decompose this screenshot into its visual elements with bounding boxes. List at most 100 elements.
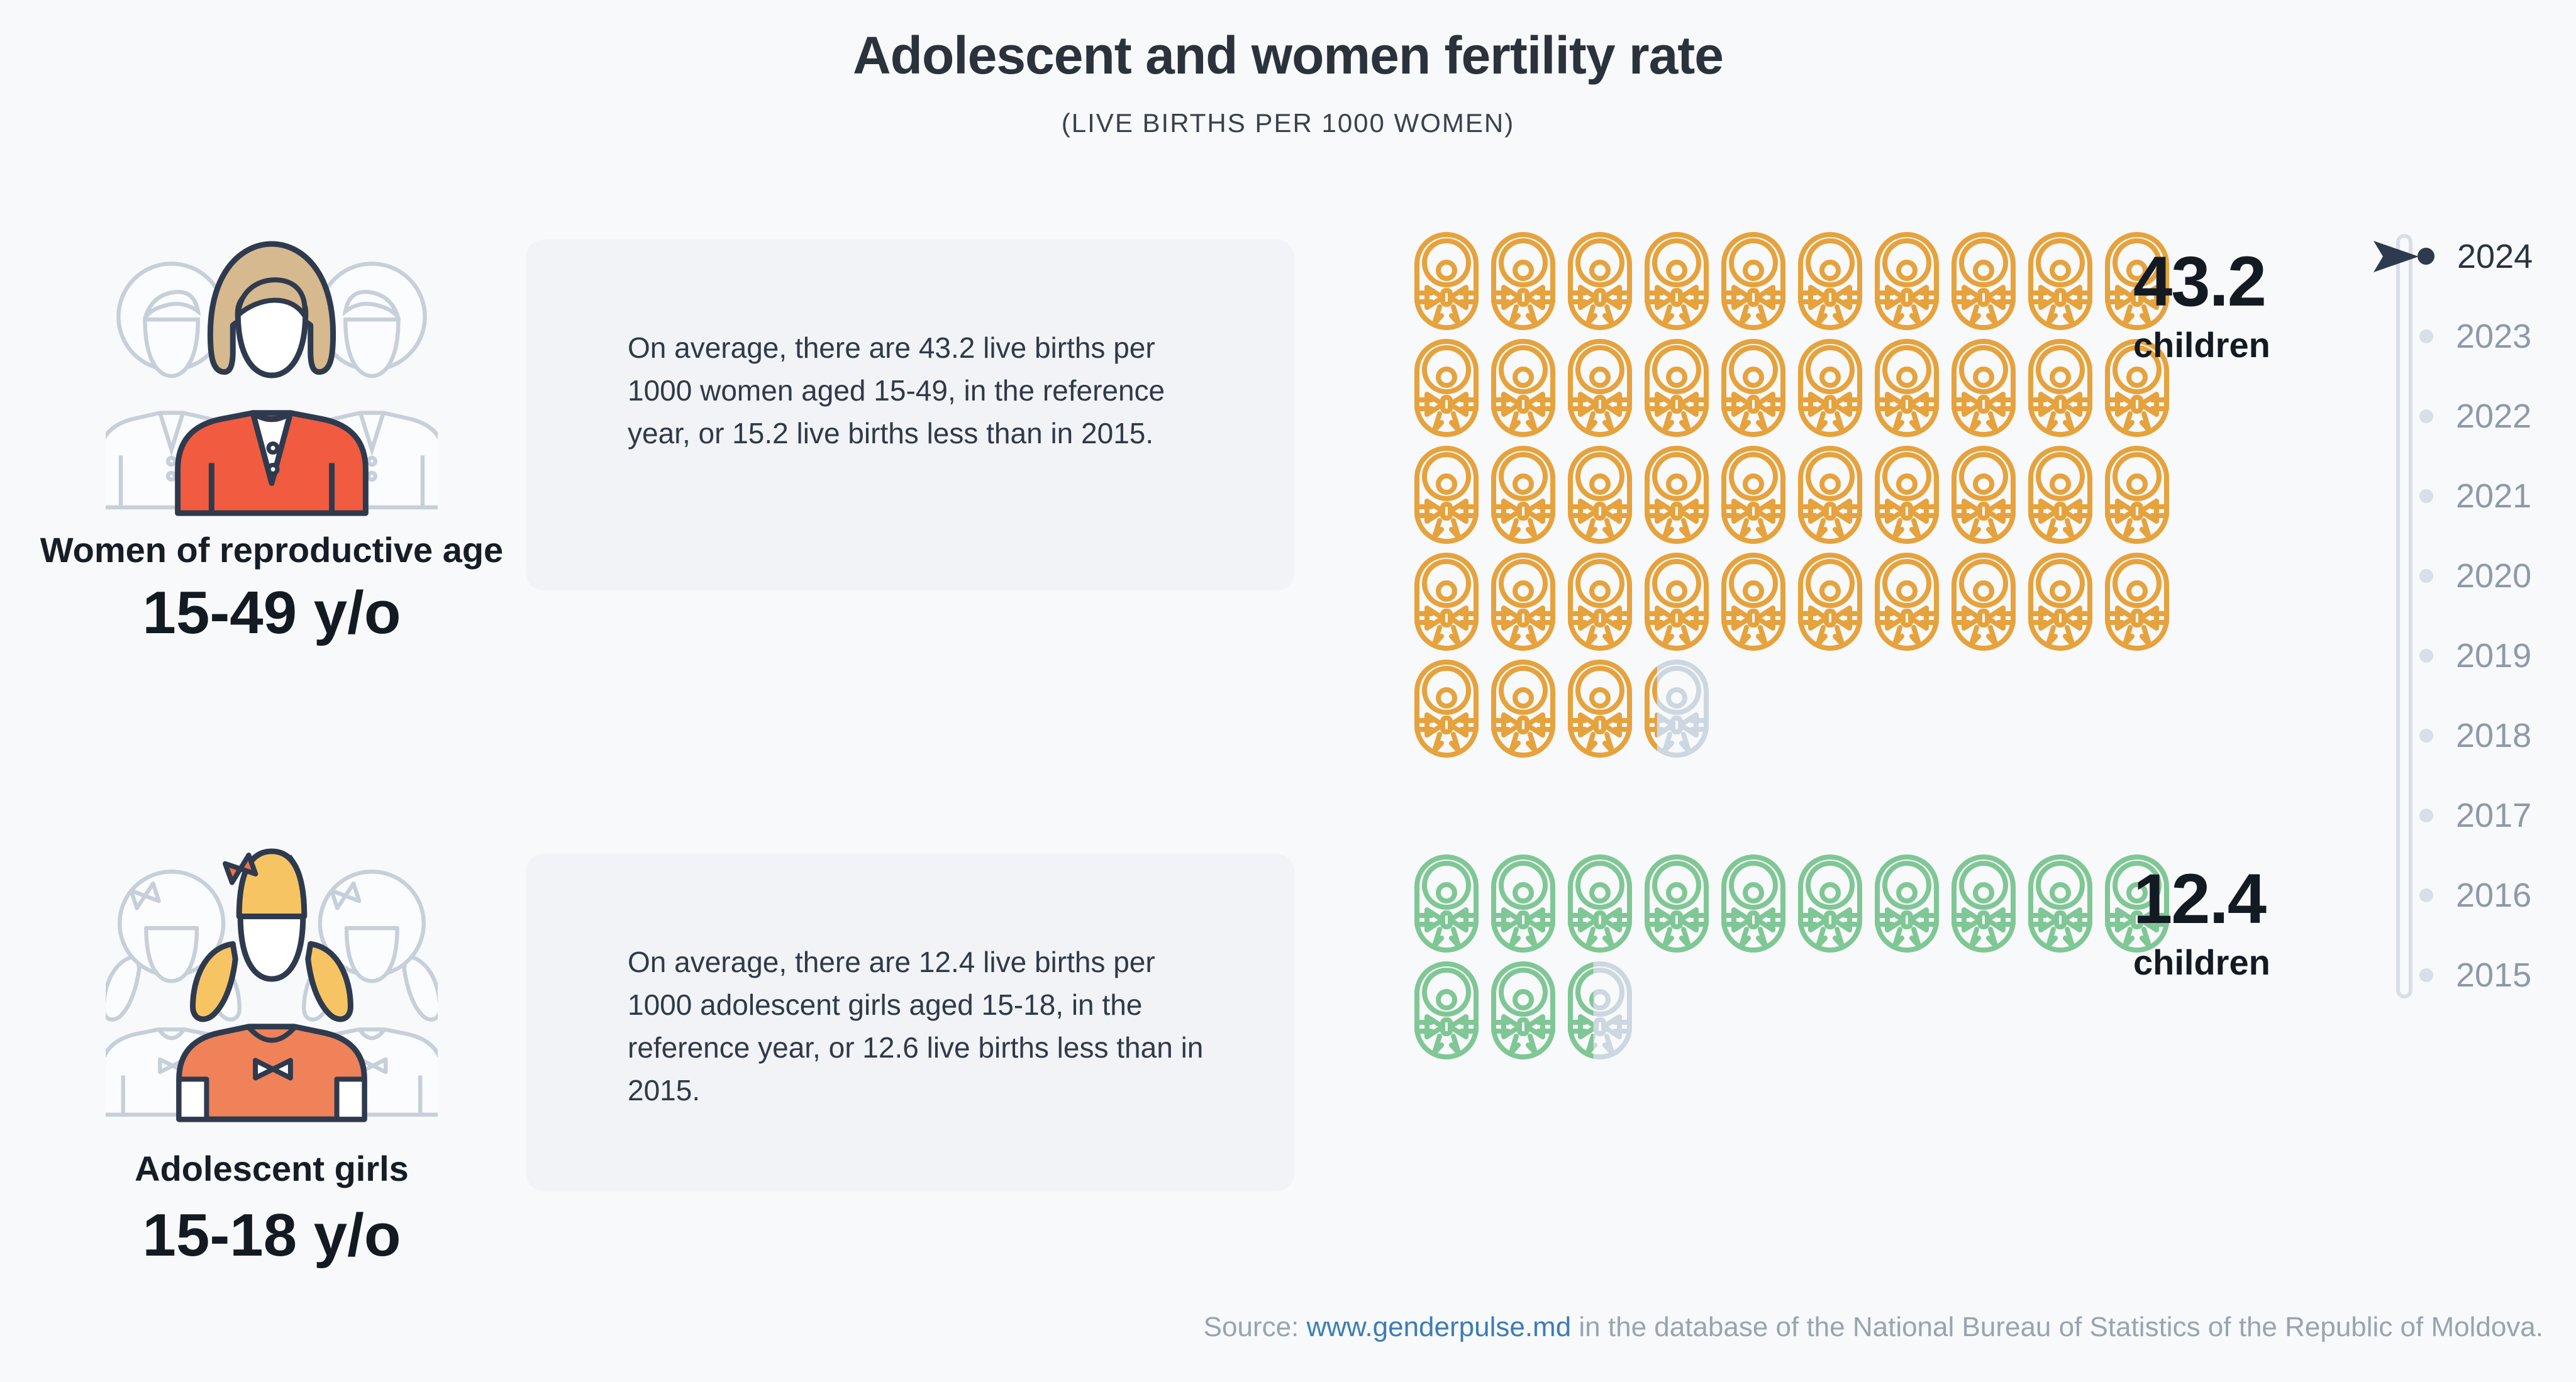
timeline-year-2021[interactable]: 2021 — [2365, 456, 2572, 536]
baby-icon — [1644, 854, 1709, 953]
baby-icon — [1491, 338, 1556, 438]
baby-icon — [1491, 961, 1556, 1060]
pictogram-women — [1414, 231, 2170, 758]
timeline-dot — [2419, 648, 2433, 663]
girls-value: 12.4 children — [2133, 864, 2270, 983]
baby-icon — [1414, 961, 1479, 1060]
baby-icon — [1797, 338, 1863, 438]
baby-icon — [1491, 445, 1556, 545]
baby-icon — [1567, 338, 1633, 438]
baby-icon — [1721, 552, 1786, 651]
baby-icon — [2104, 445, 2170, 545]
baby-icon — [1567, 659, 1633, 758]
timeline-year-2016[interactable]: 2016 — [2365, 855, 2572, 935]
baby-icon — [2028, 338, 2093, 438]
timeline: 2024 2023 2022 2021 2020 2019 2018 2017 2016 2015 — [2365, 216, 2572, 1015]
baby-icon — [2028, 231, 2093, 331]
timeline-dot — [2419, 568, 2433, 583]
baby-icon — [1951, 445, 2016, 545]
timeline-dot — [2419, 808, 2433, 822]
baby-icon — [1874, 231, 1940, 331]
timeline-year-2023[interactable]: 2023 — [2365, 296, 2572, 376]
baby-icon — [1491, 552, 1556, 651]
women-value-unit: children — [2133, 325, 2270, 365]
girls-group-label: Adolescent girls — [135, 1149, 409, 1188]
baby-icon — [1491, 659, 1556, 758]
baby-icon — [1414, 552, 1479, 651]
women-value-number: 43.2 — [2133, 242, 2267, 321]
page-subtitle: (LIVE BIRTHS PER 1000 WOMEN) — [1061, 108, 1515, 138]
baby-icon — [1797, 854, 1863, 953]
baby-icon — [2028, 445, 2093, 545]
source-suffix: in the database of the National Bureau o… — [1571, 1312, 2543, 1342]
baby-icon — [1951, 552, 2016, 651]
baby-icon — [1567, 961, 1633, 1060]
timeline-year-2018[interactable]: 2018 — [2365, 695, 2572, 775]
baby-icon — [1951, 231, 2016, 331]
timeline-year-2015[interactable]: 2015 — [2365, 935, 2572, 1015]
baby-icon — [1644, 445, 1709, 545]
timeline-year-label: 2022 — [2456, 397, 2532, 435]
baby-icon — [1414, 854, 1479, 953]
timeline-year-label: 2019 — [2456, 636, 2532, 675]
girls-group-illustration — [106, 848, 438, 1122]
timeline-year-label: 2015 — [2456, 956, 2532, 994]
timeline-year-2017[interactable]: 2017 — [2365, 775, 2572, 855]
baby-icon — [1721, 854, 1786, 953]
timeline-dot — [2419, 968, 2433, 982]
timeline-year-2019[interactable]: 2019 — [2365, 616, 2572, 695]
baby-icon — [1567, 445, 1633, 545]
timeline-year-label: 2016 — [2456, 876, 2532, 914]
baby-icon — [1644, 659, 1709, 758]
baby-icon — [2028, 552, 2093, 651]
baby-icon — [1951, 338, 2016, 438]
source-line: Source: www.genderpulse.md in the databa… — [1204, 1312, 2543, 1343]
pictogram-girls — [1414, 854, 2170, 1060]
women-description-box: On average, there are 43.2 live births p… — [526, 240, 1294, 590]
timeline-year-2022[interactable]: 2022 — [2365, 376, 2572, 456]
timeline-year-label: 2018 — [2456, 716, 2532, 755]
baby-icon — [1491, 231, 1556, 331]
timeline-year-label: 2023 — [2456, 317, 2532, 355]
women-description-text: On average, there are 43.2 live births p… — [628, 331, 1165, 450]
timeline-year-2024[interactable]: 2024 — [2365, 216, 2572, 296]
baby-icon — [1721, 338, 1786, 438]
timeline-track — [2396, 234, 2412, 998]
baby-icon — [1567, 854, 1633, 953]
timeline-dot — [2419, 489, 2433, 503]
baby-icon — [1797, 231, 1863, 331]
timeline-year-2020[interactable]: 2020 — [2365, 536, 2572, 616]
baby-icon — [1874, 854, 1940, 953]
baby-icon — [1414, 659, 1479, 758]
baby-icon — [1414, 445, 1479, 545]
timeline-year-label: 2020 — [2456, 556, 2532, 595]
baby-icon — [1797, 552, 1863, 651]
page-title: Adolescent and women fertility rate — [853, 26, 1724, 85]
baby-icon — [1414, 338, 1479, 438]
baby-icon — [1644, 552, 1709, 651]
girls-description-box: On average, there are 12.4 live births p… — [526, 854, 1294, 1191]
baby-icon — [2028, 854, 2093, 953]
timeline-dot — [2419, 329, 2433, 343]
women-age-range: 15-49 y/o — [142, 579, 401, 646]
timeline-dot — [2419, 888, 2433, 902]
baby-icon — [1874, 338, 1940, 438]
baby-icon — [1951, 854, 2016, 953]
timeline-dot — [2418, 248, 2434, 265]
girls-age-range: 15-18 y/o — [142, 1202, 401, 1269]
baby-icon — [1644, 338, 1709, 438]
baby-icon — [1567, 231, 1633, 331]
baby-icon — [1874, 445, 1940, 545]
timeline-year-label: 2017 — [2456, 796, 2532, 834]
source-prefix: Source: — [1203, 1312, 1307, 1342]
baby-icon — [1721, 231, 1786, 331]
girls-value-unit: children — [2133, 943, 2270, 982]
timeline-dot — [2419, 409, 2433, 423]
source-link[interactable]: www.genderpulse.md — [1306, 1312, 1572, 1342]
selected-year-arrow-icon — [2373, 240, 2419, 272]
baby-icon — [1491, 854, 1556, 953]
women-value: 43.2 children — [2133, 246, 2270, 365]
timeline-dot — [2419, 728, 2433, 743]
baby-icon — [1414, 231, 1479, 331]
timeline-year-label: 2024 — [2457, 237, 2533, 275]
